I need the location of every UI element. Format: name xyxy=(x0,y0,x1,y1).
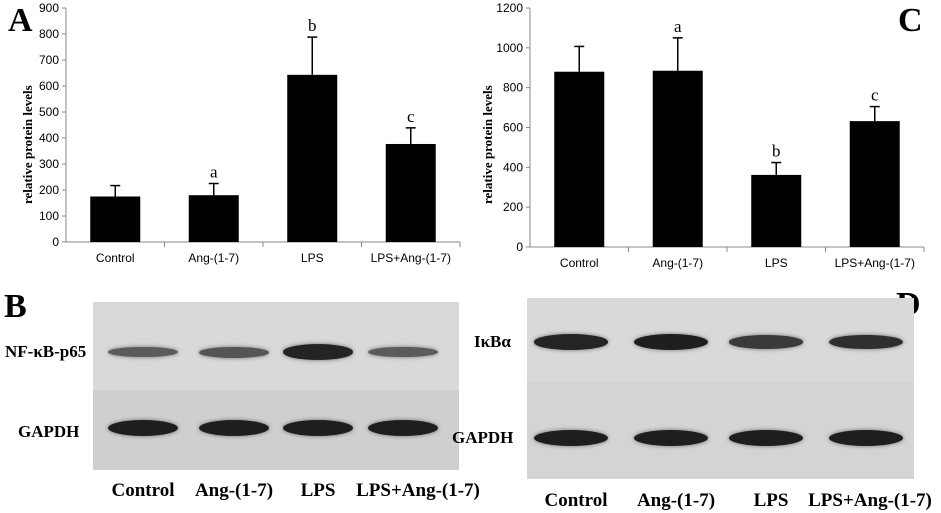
blot-d-band xyxy=(534,430,608,446)
chart-c-y-tick-label: 1200 xyxy=(496,1,523,15)
blot-d-band xyxy=(729,430,803,446)
blot-b-lower xyxy=(93,390,459,470)
chart-c-y-tick-label: 800 xyxy=(503,81,523,95)
chart-a-significance-label: b xyxy=(308,16,317,35)
blot-b-band xyxy=(199,420,269,436)
chart-c-bar xyxy=(849,121,900,247)
blot-d-band xyxy=(534,334,608,350)
chart-c-significance-label: c xyxy=(871,86,879,105)
blot-b-lane-3: LPS xyxy=(300,480,336,501)
blot-d-row-1-label: IκBα xyxy=(474,332,511,351)
chart-c-y-tick-label: 1000 xyxy=(496,41,523,55)
panel-letter-c: C xyxy=(898,2,923,39)
chart-a-x-tick-label: Control xyxy=(96,251,135,265)
chart-a-x-tick-label: Ang-(1-7) xyxy=(188,251,239,265)
chart-a-x-tick-label: LPS+Ang-(1-7) xyxy=(371,251,451,265)
blot-b-band xyxy=(108,346,178,358)
chart-c-bar xyxy=(652,70,703,247)
chart-a-y-tick-label: 900 xyxy=(39,1,59,15)
chart-a-y-tick-label: 700 xyxy=(39,53,59,67)
chart-a-y-tick-label: 500 xyxy=(39,105,59,119)
chart-a-y-tick-label: 300 xyxy=(39,157,59,171)
blot-b-band xyxy=(199,346,269,358)
blot-d-band xyxy=(634,334,708,350)
chart-c-x-tick-label: Control xyxy=(560,256,599,270)
panel-letter-b: B xyxy=(4,288,27,325)
blot-b-lane-2: Ang-(1-7) xyxy=(194,480,274,501)
chart-a-significance-label: c xyxy=(407,107,415,126)
chart-c-significance-label: a xyxy=(674,17,682,36)
blot-d-lane-4: LPS+Ang-(1-7) xyxy=(808,490,932,511)
chart-a-y-tick-label: 100 xyxy=(39,209,59,223)
chart-a-y-tick-label: 600 xyxy=(39,79,59,93)
chart-a-y-tick-label: 800 xyxy=(39,27,59,41)
chart-c-x-tick-label: Ang-(1-7) xyxy=(652,256,703,270)
chart-c-y-tick-label: 400 xyxy=(503,160,523,174)
blot-d-upper xyxy=(527,298,914,382)
chart-c-y-tick-label: 0 xyxy=(516,240,523,254)
chart-c-bar xyxy=(751,174,802,247)
chart-c-y-tick-label: 200 xyxy=(503,200,523,214)
blot-b-band xyxy=(108,420,178,436)
blot-d-lower xyxy=(527,382,914,479)
blot-d-band xyxy=(829,430,903,446)
chart-a-y-tick-label: 0 xyxy=(52,235,59,249)
chart-a-bar xyxy=(90,196,141,242)
blot-d-band xyxy=(634,430,708,446)
chart-c-significance-label: b xyxy=(772,142,781,161)
blot-d-lane-2: Ang-(1-7) xyxy=(636,490,716,511)
blot-b-band xyxy=(368,346,438,358)
blot-d-lane-1: Control xyxy=(544,490,608,511)
blot-b-lane-4: LPS+Ang-(1-7) xyxy=(356,480,480,501)
chart-a-bar xyxy=(188,195,239,242)
blot-b-row-2-label: GAPDH xyxy=(18,422,80,441)
blot-b-row-1-label: NF-κB-p65 xyxy=(5,342,87,361)
blot-b-upper xyxy=(93,302,459,390)
chart-a-bar xyxy=(385,143,436,242)
blot-b-band xyxy=(368,420,438,436)
blot-d-lane-3: LPS xyxy=(753,490,789,511)
chart-c-bar xyxy=(554,71,605,247)
panel-letter-a: A xyxy=(8,2,33,39)
chart-a-significance-label: a xyxy=(210,163,218,182)
chart-c-x-tick-label: LPS xyxy=(765,256,788,270)
blot-b-band xyxy=(283,344,353,360)
chart-a-x-tick-label: LPS xyxy=(301,251,324,265)
chart-c-y-tick-label: 600 xyxy=(503,121,523,135)
blot-d-row-2-label: GAPDH xyxy=(452,428,514,447)
chart-a-bar xyxy=(287,74,338,242)
blot-b-band xyxy=(283,420,353,436)
chart-a-y-tick-label: 200 xyxy=(39,183,59,197)
blot-d-band xyxy=(729,335,803,349)
blot-b-lane-1: Control xyxy=(111,480,175,501)
chart-c-x-tick-label: LPS+Ang-(1-7) xyxy=(835,256,915,270)
blot-d-band xyxy=(829,334,903,350)
chart-a-y-tick-label: 400 xyxy=(39,131,59,145)
